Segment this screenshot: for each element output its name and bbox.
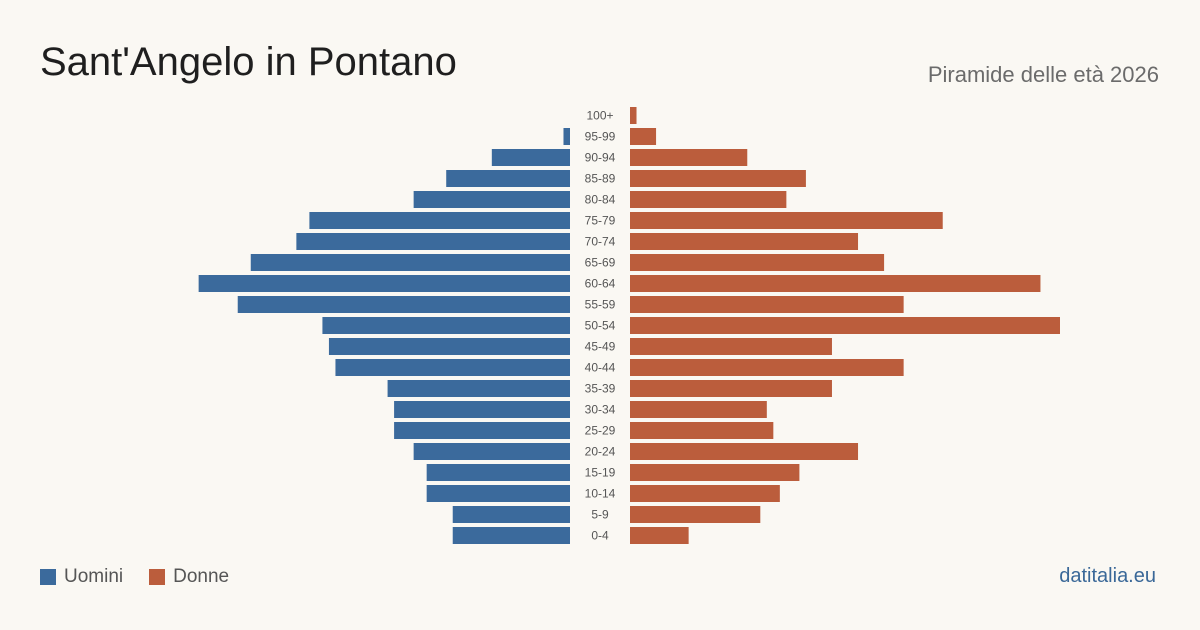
bar-men-40-44 (335, 359, 570, 376)
age-label-25-29: 25-29 (585, 424, 616, 438)
legend-swatch-women (149, 569, 166, 585)
source-link[interactable]: datitalia.eu (1059, 565, 1156, 587)
age-label-90-94: 90-94 (585, 151, 616, 165)
bar-women-95-99 (630, 128, 657, 145)
age-label-85-89: 85-89 (585, 172, 616, 186)
bar-women-50-54 (630, 317, 1060, 334)
age-label-10-14: 10-14 (585, 487, 616, 501)
chart-subtitle: Piramide delle età 2026 (927, 62, 1159, 87)
page-title: Sant'Angelo in Pontano (40, 40, 457, 84)
age-label-65-69: 65-69 (585, 256, 616, 270)
bar-women-15-19 (630, 464, 800, 481)
bar-women-65-69 (630, 254, 885, 271)
bar-men-65-69 (250, 254, 570, 271)
bar-women-45-49 (630, 338, 832, 355)
age-label-100+: 100+ (586, 109, 613, 123)
bar-men-70-74 (296, 233, 570, 250)
bar-women-55-59 (630, 296, 904, 313)
age-label-75-79: 75-79 (585, 214, 616, 228)
legend-item-women: Donne (149, 566, 229, 588)
age-label-95-99: 95-99 (585, 130, 616, 144)
age-label-60-64: 60-64 (585, 277, 616, 291)
legend-label-men: Uomini (64, 566, 124, 587)
legend-swatch-men (40, 569, 56, 585)
age-label-40-44: 40-44 (585, 361, 616, 375)
bar-women-100+ (630, 107, 637, 124)
bar-men-10-14 (426, 485, 570, 502)
age-label-20-24: 20-24 (585, 445, 616, 459)
legend: Uomini Donne (40, 566, 255, 588)
bar-men-55-59 (237, 296, 570, 313)
bar-women-70-74 (630, 233, 859, 250)
bar-men-50-54 (322, 317, 570, 334)
age-label-45-49: 45-49 (585, 340, 616, 354)
legend-item-men: Uomini (40, 566, 123, 588)
bar-women-5-9 (630, 506, 761, 523)
bar-women-0-4 (630, 527, 689, 544)
bar-men-60-64 (198, 275, 571, 292)
bar-women-30-34 (630, 401, 767, 418)
bar-women-25-29 (630, 422, 774, 439)
bar-men-45-49 (328, 338, 570, 355)
bar-women-60-64 (630, 275, 1041, 292)
bar-men-75-79 (309, 212, 570, 229)
bar-women-35-39 (630, 380, 832, 397)
legend-label-women: Donne (173, 566, 230, 587)
age-label-55-59: 55-59 (585, 298, 616, 312)
age-label-80-84: 80-84 (585, 193, 616, 207)
bar-women-20-24 (630, 443, 859, 460)
bar-men-0-4 (452, 527, 570, 544)
bar-women-40-44 (630, 359, 904, 376)
age-label-15-19: 15-19 (585, 466, 616, 480)
age-label-70-74: 70-74 (585, 235, 616, 249)
bar-women-85-89 (630, 170, 806, 187)
bar-men-90-94 (491, 149, 570, 166)
bar-women-80-84 (630, 191, 787, 208)
bar-men-85-89 (446, 170, 570, 187)
bar-women-90-94 (630, 149, 748, 166)
bar-women-10-14 (630, 485, 780, 502)
age-label-50-54: 50-54 (585, 319, 616, 333)
age-label-5-9: 5-9 (591, 508, 609, 522)
bar-men-5-9 (452, 506, 570, 523)
bar-men-25-29 (394, 422, 570, 439)
bar-men-35-39 (387, 380, 570, 397)
age-label-35-39: 35-39 (585, 382, 616, 396)
bar-men-30-34 (394, 401, 570, 418)
age-label-0-4: 0-4 (591, 529, 609, 543)
bar-men-80-84 (413, 191, 570, 208)
bar-women-75-79 (630, 212, 943, 229)
bar-men-20-24 (413, 443, 570, 460)
bar-men-15-19 (426, 464, 570, 481)
bar-men-95-99 (563, 128, 570, 145)
age-label-30-34: 30-34 (585, 403, 616, 417)
